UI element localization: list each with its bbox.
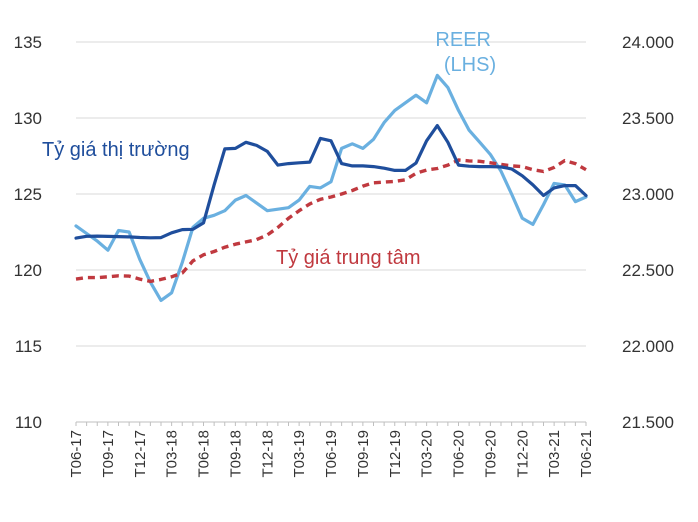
right-tick-label: 23.000 (622, 185, 674, 204)
label-reer-line1: REER (435, 29, 491, 51)
right-tick-label: 22.000 (622, 337, 674, 356)
x-tick-label: T09-17 (100, 430, 117, 478)
series-layer (74, 73, 588, 302)
right-tick-label: 24.000 (622, 33, 674, 52)
x-tick-label: T09-20 (482, 430, 499, 478)
x-tick-label: T09-19 (355, 430, 372, 478)
right-tick-label: 23.500 (622, 109, 674, 128)
x-tick-label: T12-20 (514, 430, 531, 478)
series-line-central-rate (75, 158, 587, 284)
x-tick-label: T06-19 (323, 430, 340, 478)
x-tick-label: T03-19 (291, 430, 308, 478)
left-tick-label: 130 (14, 109, 42, 128)
label-central-rate: Tỷ giá trung tâm (276, 247, 421, 269)
left-tick-label: 110 (15, 413, 42, 432)
right-axis-ticks: 21.500 22.000 22.500 23.000 23.500 24.000 (622, 33, 674, 432)
left-tick-label: 120 (14, 261, 42, 280)
x-tick-label: T03-20 (419, 430, 436, 478)
series-line-market-rate (74, 124, 588, 240)
x-tick-label: T03-21 (546, 430, 563, 478)
grid-lines (76, 41, 586, 347)
label-reer: REER (LHS) (435, 29, 496, 76)
right-tick-label: 22.500 (622, 261, 674, 280)
x-tick-label: T06-17 (68, 430, 85, 478)
right-tick-label: 21.500 (622, 413, 674, 432)
left-tick-label: 125 (14, 185, 42, 204)
left-tick-label: 135 (14, 33, 42, 52)
x-axis-ticks: T06-17 T09-17 T12-17 T03-18 T06-18 T09-18 T12-… (68, 422, 595, 478)
label-reer-line2: (LHS) (444, 54, 496, 76)
x-tick-label: T06-18 (196, 430, 213, 478)
x-tick-label: T12-18 (259, 430, 276, 478)
x-tick-label: T12-17 (132, 430, 149, 478)
x-tick-label: T09-18 (227, 430, 244, 478)
left-tick-label: 115 (15, 337, 42, 356)
x-tick-label: T06-21 (578, 430, 595, 478)
x-tick-label: T12-19 (387, 430, 404, 478)
left-axis-ticks: 110 115 120 125 130 135 (14, 33, 42, 432)
label-market-rate: Tỷ giá thị trường (42, 139, 190, 161)
x-tick-label: T03-18 (164, 430, 181, 478)
x-tick-label: T06-20 (451, 430, 468, 478)
series-line-reer (74, 73, 588, 302)
